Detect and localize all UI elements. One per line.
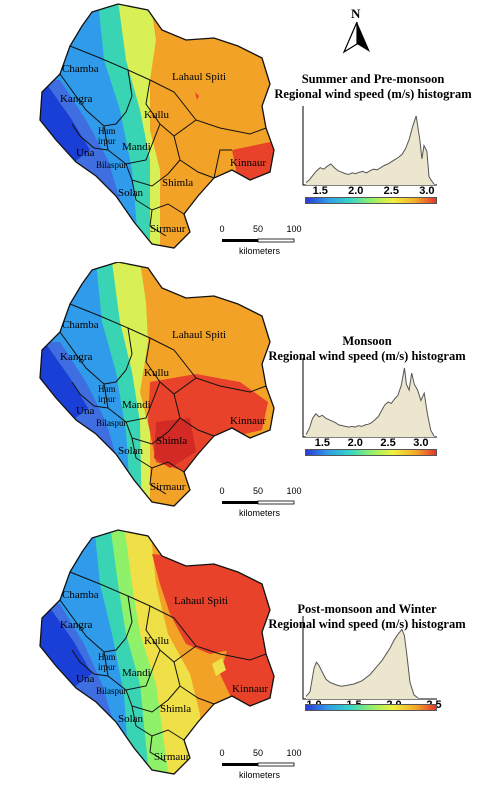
label-kullu: Kullu — [144, 109, 170, 121]
label-shimla: Shimla — [162, 177, 193, 189]
colorbar-summer — [305, 197, 437, 204]
label-hamirpur-top: Ham — [98, 384, 116, 394]
hist-title-line1: Monsoon — [342, 334, 392, 348]
x-tick-label: 3.0 — [413, 437, 429, 449]
scale-tick-0: 0 — [219, 486, 225, 496]
label-kangra: Kangra — [60, 351, 92, 363]
panel-monsoon: Chamba Kangra Lahaul Spiti Kullu Mandi H… — [0, 262, 500, 524]
label-lahaul-spiti: Lahaul Spiti — [174, 595, 228, 607]
label-bilaspur: Bilaspur — [96, 160, 127, 170]
label-hamirpur-bottom: irpur — [98, 394, 116, 404]
label-mandi: Mandi — [122, 667, 151, 679]
x-tick-label: 2.5 — [383, 185, 399, 197]
label-lahaul-spiti: Lahaul Spiti — [172, 71, 226, 83]
scale-tick-0: 0 — [219, 224, 225, 234]
label-hamirpur-bottom: irpur — [98, 662, 116, 672]
label-kinnaur: Kinnaur — [230, 157, 266, 169]
scale-tick-50: 50 — [252, 224, 264, 234]
scale-tick-100: 100 — [286, 224, 302, 234]
x-tick-label: 2.5 — [380, 437, 396, 449]
hist-title-monsoon: Monsoon Regional wind speed (m/s) histog… — [262, 334, 472, 364]
label-solan: Solan — [118, 187, 144, 199]
histogram-monsoon — [302, 358, 437, 438]
label-bilaspur: Bilaspur — [96, 418, 127, 428]
label-shimla: Shimla — [160, 703, 191, 715]
label-solan: Solan — [118, 445, 144, 457]
label-chamba: Chamba — [62, 589, 99, 601]
label-una: Una — [76, 673, 94, 685]
label-shimla: Shimla — [156, 435, 187, 447]
histogram-summer — [302, 106, 437, 186]
label-kinnaur: Kinnaur — [230, 415, 266, 427]
scale-tick-100: 100 — [286, 748, 302, 758]
label-kullu: Kullu — [144, 635, 170, 647]
label-solan: Solan — [118, 713, 144, 725]
hist-title-winter: Post-monsoon and Winter Regional wind sp… — [262, 602, 472, 632]
hist-title-line1: Summer and Pre-monsoon — [301, 72, 445, 86]
map-winter: Chamba Kangra Lahaul Spiti Kullu Mandi H… — [39, 529, 275, 775]
scale-tick-0: 0 — [219, 748, 225, 758]
map-summer: Chamba Kangra Lahaul Spiti Kullu Mandi H… — [39, 3, 275, 249]
histogram-line — [305, 115, 435, 185]
scale-unit: kilometers — [239, 246, 281, 256]
x-tick-label: 1.5 — [312, 185, 328, 197]
label-mandi: Mandi — [122, 141, 151, 153]
hist-title-line2: Regional wind speed (m/s) histogram — [268, 349, 466, 363]
map-monsoon: Chamba Kangra Lahaul Spiti Kullu Mandi H… — [39, 262, 275, 507]
scale-bar-winter — [222, 762, 295, 767]
hist-title-line2: Regional wind speed (m/s) histogram — [268, 617, 466, 631]
label-una: Una — [76, 405, 94, 417]
histogram-line — [305, 628, 419, 699]
label-kangra: Kangra — [60, 619, 92, 631]
hist-title-line1: Post-monsoon and Winter — [297, 602, 437, 616]
histogram-fill — [306, 115, 434, 185]
label-sirmaur: Sirmaur — [154, 751, 190, 763]
scale-bar-monsoon — [222, 500, 295, 505]
label-kangra: Kangra — [60, 93, 92, 105]
label-lahaul-spiti: Lahaul Spiti — [172, 329, 226, 341]
scale-tick-100: 100 — [286, 486, 302, 496]
x-tick-label: 2.0 — [348, 185, 364, 197]
label-mandi: Mandi — [122, 399, 151, 411]
histogram-fill — [306, 367, 434, 437]
panel-winter: Chamba Kangra Lahaul Spiti Kullu Mandi H… — [0, 524, 500, 786]
scale-unit: kilometers — [239, 508, 281, 518]
colorbar-monsoon — [305, 449, 437, 456]
colorbar-winter — [305, 704, 437, 711]
histogram-fill — [306, 629, 418, 699]
label-hamirpur-top: Ham — [98, 126, 116, 136]
label-sirmaur: Sirmaur — [150, 481, 186, 493]
label-una: Una — [76, 147, 94, 159]
label-hamirpur-bottom: irpur — [98, 136, 116, 146]
scale-tick-50: 50 — [252, 486, 264, 496]
north-letter: N — [351, 6, 361, 21]
label-bilaspur: Bilaspur — [96, 686, 127, 696]
label-hamirpur-top: Ham — [98, 652, 116, 662]
x-tick-label: 1.5 — [314, 437, 331, 449]
label-sirmaur: Sirmaur — [150, 223, 186, 235]
panel-summer: Chamba Kangra Lahaul Spiti Kullu Mandi H… — [0, 0, 500, 262]
label-chamba: Chamba — [62, 63, 99, 75]
scale-unit: kilometers — [239, 770, 281, 780]
label-kullu: Kullu — [144, 367, 170, 379]
label-kinnaur: Kinnaur — [232, 683, 268, 695]
north-arrow-icon — [342, 21, 370, 54]
histogram-line — [305, 367, 435, 437]
scale-tick-50: 50 — [252, 748, 264, 758]
x-tick-label: 2.0 — [347, 437, 363, 449]
hist-title-line2: Regional wind speed (m/s) histogram — [274, 87, 472, 101]
x-tick-label: 3.0 — [419, 185, 435, 197]
hist-title-summer: Summer and Pre-monsoon Regional wind spe… — [268, 72, 478, 102]
label-chamba: Chamba — [62, 319, 99, 331]
scale-bar-summer — [222, 238, 295, 243]
histogram-winter — [302, 616, 437, 700]
